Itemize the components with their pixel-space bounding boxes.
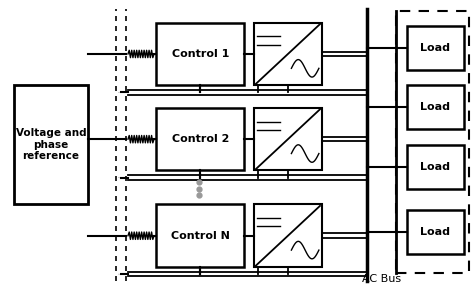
FancyBboxPatch shape: [407, 145, 464, 189]
FancyBboxPatch shape: [156, 108, 244, 170]
FancyBboxPatch shape: [156, 204, 244, 267]
FancyBboxPatch shape: [407, 26, 464, 70]
Text: Load: Load: [420, 43, 450, 53]
FancyBboxPatch shape: [254, 204, 322, 267]
FancyBboxPatch shape: [14, 85, 88, 204]
FancyBboxPatch shape: [254, 108, 322, 170]
FancyBboxPatch shape: [407, 85, 464, 129]
Text: Load: Load: [420, 227, 450, 237]
FancyBboxPatch shape: [254, 23, 322, 85]
Text: Control N: Control N: [171, 231, 230, 241]
Text: AC Bus: AC Bus: [362, 274, 401, 284]
Text: Load: Load: [420, 102, 450, 112]
Text: Load: Load: [420, 162, 450, 172]
Text: Control 2: Control 2: [172, 134, 229, 144]
Text: Control 1: Control 1: [172, 49, 229, 59]
FancyBboxPatch shape: [396, 11, 469, 273]
Text: Voltage and
phase
reference: Voltage and phase reference: [16, 128, 86, 161]
FancyBboxPatch shape: [407, 210, 464, 254]
FancyBboxPatch shape: [156, 23, 244, 85]
